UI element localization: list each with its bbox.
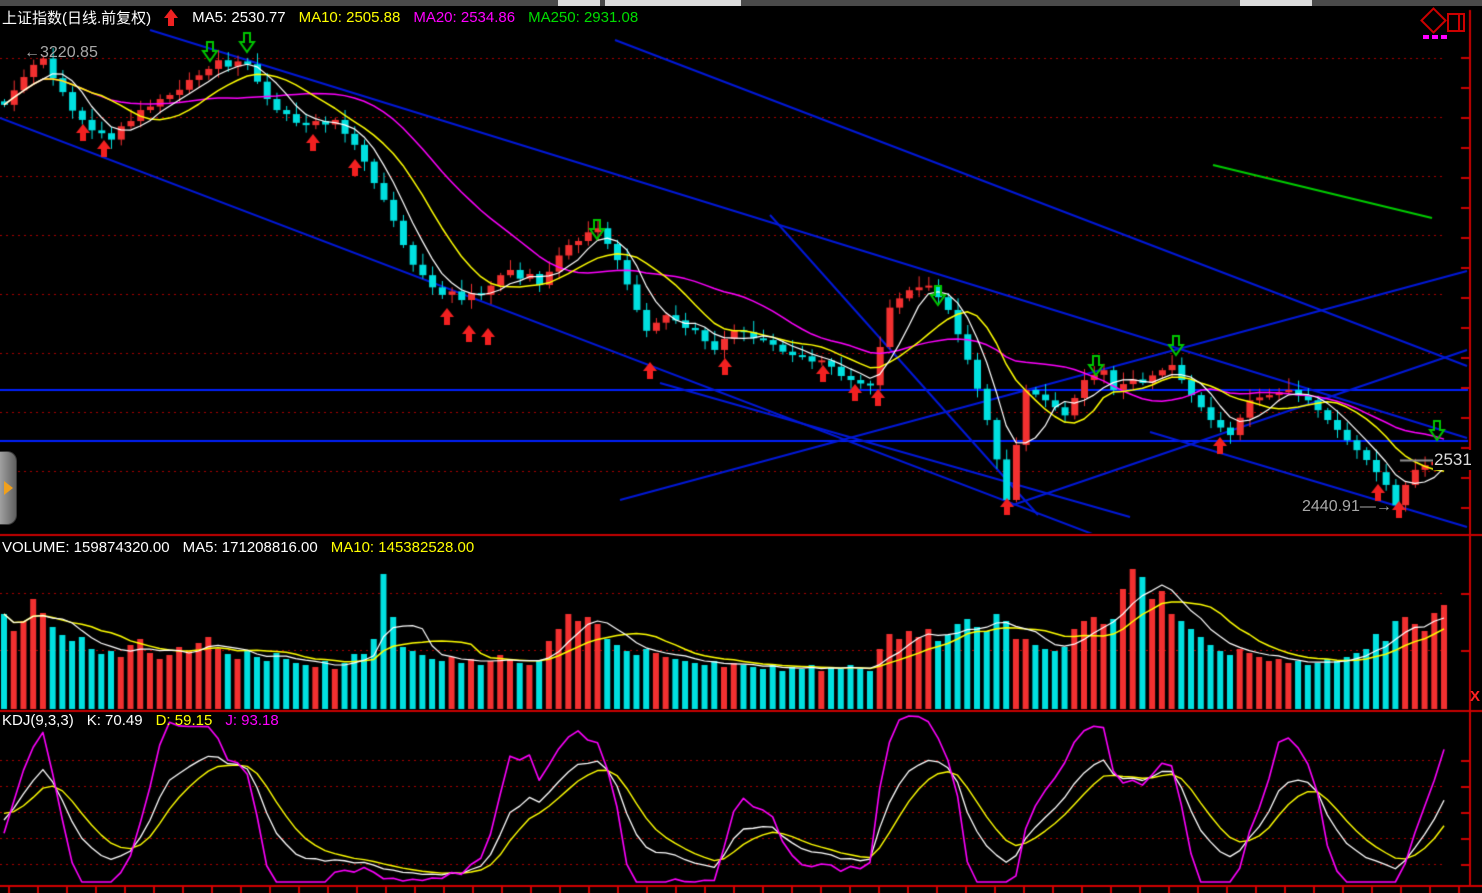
ma10-value: MA10: 2505.88: [298, 9, 401, 26]
instrument-title: 上证指数(日线.前复权): [2, 10, 152, 27]
ma250-value: MA250: 2931.08: [528, 9, 639, 26]
toolbar-tab[interactable]: [558, 0, 600, 6]
price-axis: [1446, 10, 1482, 886]
toolbar-tab[interactable]: [1240, 0, 1312, 6]
ma5-value: MA5: 2530.77: [192, 9, 286, 26]
main-chart-area[interactable]: [0, 28, 1446, 533]
kdj-name: KDJ(9,3,3): [2, 712, 74, 729]
high-price-label: ←3220.85: [24, 44, 98, 61]
window-pane-icon[interactable]: [1447, 13, 1465, 32]
ma20-value: MA20: 2534.86: [413, 9, 516, 26]
volume-header: VOLUME: 159874320.00 MA5: 171208816.00 M…: [2, 539, 474, 556]
low-price-label: 2440.91—→: [1302, 498, 1392, 515]
up-arrow-icon: [164, 9, 179, 26]
kdj-d-value: D: 59.15: [155, 712, 213, 729]
kdj-j-value: J: 93.18: [225, 712, 279, 729]
more-dots-icon[interactable]: [1423, 35, 1447, 40]
main-chart-header: 上证指数(日线.前复权) MA5: 2530.77 MA10: 2505.88 …: [2, 7, 638, 28]
panel-expand-handle[interactable]: [0, 451, 17, 525]
close-indicator-button[interactable]: X: [1470, 688, 1481, 705]
volume-area[interactable]: [0, 560, 1446, 708]
volume-ma10-value: MA10: 145382528.00: [330, 539, 475, 556]
kdj-header: KDJ(9,3,3) K: 70.49 D: 59.15 J: 93.18: [2, 712, 279, 729]
toolbar-tab[interactable]: [605, 0, 741, 6]
last-price-label: 2531: [1433, 450, 1473, 470]
expand-arrow-icon: [3, 481, 13, 495]
kdj-k-value: K: 70.49: [86, 712, 143, 729]
volume-ma5-value: MA5: 171208816.00: [182, 539, 318, 556]
toolbar-strip: [0, 0, 1482, 6]
volume-value: VOLUME: 159874320.00: [2, 539, 170, 556]
kdj-area[interactable]: [0, 728, 1446, 884]
